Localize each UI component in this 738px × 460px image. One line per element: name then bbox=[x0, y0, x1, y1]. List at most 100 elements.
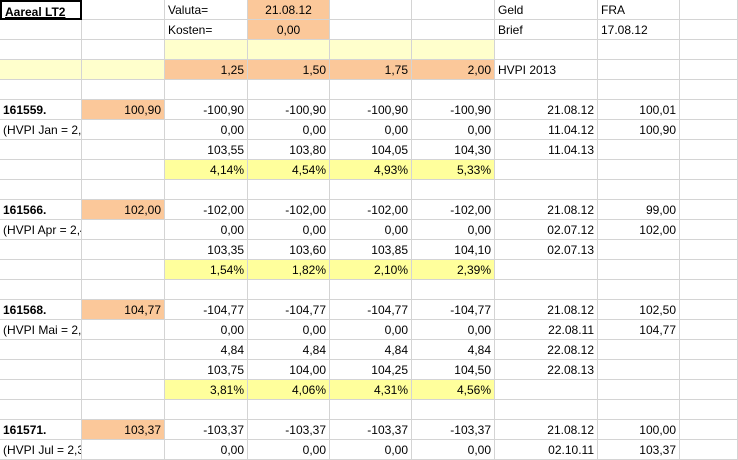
empty-cell[interactable] bbox=[248, 180, 330, 200]
empty-cell[interactable] bbox=[82, 240, 165, 260]
cell-r5-c7[interactable]: 100,01 bbox=[598, 100, 680, 120]
empty-cell[interactable] bbox=[598, 40, 680, 60]
empty-cell[interactable] bbox=[82, 20, 165, 40]
cell-r3-c4[interactable]: 1,75 bbox=[330, 60, 412, 80]
cell-r5-c1[interactable]: 100,90 bbox=[82, 100, 165, 120]
empty-cell[interactable] bbox=[680, 200, 738, 220]
empty-cell[interactable] bbox=[82, 40, 165, 60]
cell-r16-c4[interactable]: 0,00 bbox=[330, 320, 412, 340]
cell-r18-c3[interactable]: 104,00 bbox=[248, 360, 330, 380]
cell-r5-c4[interactable]: -100,90 bbox=[330, 100, 412, 120]
cell-r15-c1[interactable]: 104,77 bbox=[82, 300, 165, 320]
cell-r16-c6[interactable]: 22.08.11 bbox=[495, 320, 598, 340]
empty-cell[interactable] bbox=[680, 140, 738, 160]
cell-r22-c5[interactable]: 0,00 bbox=[412, 440, 495, 460]
empty-cell[interactable] bbox=[412, 400, 495, 420]
empty-cell[interactable] bbox=[82, 360, 165, 380]
empty-cell[interactable] bbox=[165, 80, 248, 100]
cell-r15-c3[interactable]: -104,77 bbox=[248, 300, 330, 320]
cell-r21-c6[interactable]: 21.08.12 bbox=[495, 420, 598, 440]
empty-cell[interactable] bbox=[680, 400, 738, 420]
empty-cell[interactable] bbox=[495, 260, 598, 280]
empty-cell[interactable] bbox=[598, 240, 680, 260]
empty-cell[interactable] bbox=[330, 280, 412, 300]
empty-cell[interactable] bbox=[0, 160, 82, 180]
cell-r7-c5[interactable]: 104,30 bbox=[412, 140, 495, 160]
cell-r0-c6[interactable]: Geld bbox=[495, 0, 598, 20]
cell-r21-c5[interactable]: -103,37 bbox=[412, 420, 495, 440]
empty-cell[interactable] bbox=[598, 80, 680, 100]
empty-cell[interactable] bbox=[680, 420, 738, 440]
empty-cell[interactable] bbox=[680, 100, 738, 120]
empty-cell[interactable] bbox=[82, 320, 165, 340]
empty-cell[interactable] bbox=[680, 80, 738, 100]
cell-r7-c3[interactable]: 103,80 bbox=[248, 140, 330, 160]
cell-r6-c6[interactable]: 11.04.12 bbox=[495, 120, 598, 140]
empty-cell[interactable] bbox=[680, 300, 738, 320]
cell-r10-c6[interactable]: 21.08.12 bbox=[495, 200, 598, 220]
empty-cell[interactable] bbox=[248, 80, 330, 100]
empty-cell[interactable] bbox=[598, 340, 680, 360]
cell-r7-c2[interactable]: 103,55 bbox=[165, 140, 248, 160]
empty-cell[interactable] bbox=[330, 0, 412, 20]
cell-r21-c1[interactable]: 103,37 bbox=[82, 420, 165, 440]
empty-cell[interactable] bbox=[248, 280, 330, 300]
cell-r15-c4[interactable]: -104,77 bbox=[330, 300, 412, 320]
cell-r10-c4[interactable]: -102,00 bbox=[330, 200, 412, 220]
empty-cell[interactable] bbox=[82, 160, 165, 180]
empty-cell[interactable] bbox=[680, 220, 738, 240]
empty-cell[interactable] bbox=[495, 280, 598, 300]
cell-r21-c0[interactable]: 161571. bbox=[0, 420, 82, 440]
cell-r10-c0[interactable]: 161566. bbox=[0, 200, 82, 220]
empty-cell[interactable] bbox=[412, 20, 495, 40]
cell-r18-c4[interactable]: 104,25 bbox=[330, 360, 412, 380]
empty-cell[interactable] bbox=[598, 260, 680, 280]
cell-r11-c2[interactable]: 0,00 bbox=[165, 220, 248, 240]
cell-r5-c0[interactable]: 161559. bbox=[0, 100, 82, 120]
empty-cell[interactable] bbox=[82, 440, 165, 460]
cell-r19-c2[interactable]: 3,81% bbox=[165, 380, 248, 400]
empty-cell[interactable] bbox=[680, 280, 738, 300]
cell-r17-c3[interactable]: 4,84 bbox=[248, 340, 330, 360]
cell-r11-c7[interactable]: 102,00 bbox=[598, 220, 680, 240]
cell-r0-c0[interactable]: Aareal LT2 bbox=[0, 0, 82, 20]
cell-r5-c6[interactable]: 21.08.12 bbox=[495, 100, 598, 120]
empty-cell[interactable] bbox=[495, 380, 598, 400]
cell-r22-c6[interactable]: 02.10.11 bbox=[495, 440, 598, 460]
empty-cell[interactable] bbox=[0, 340, 82, 360]
empty-cell[interactable] bbox=[680, 120, 738, 140]
cell-r1-c2[interactable]: Kosten= bbox=[165, 20, 248, 40]
cell-r7-c4[interactable]: 104,05 bbox=[330, 140, 412, 160]
cell-r15-c6[interactable]: 21.08.12 bbox=[495, 300, 598, 320]
cell-r22-c0[interactable]: (HVPI Jul = 2,34) bbox=[0, 440, 82, 460]
cell-r16-c3[interactable]: 0,00 bbox=[248, 320, 330, 340]
cell-r22-c7[interactable]: 103,37 bbox=[598, 440, 680, 460]
empty-cell[interactable] bbox=[82, 400, 165, 420]
empty-cell[interactable] bbox=[680, 380, 738, 400]
empty-cell[interactable] bbox=[495, 180, 598, 200]
empty-cell[interactable] bbox=[0, 380, 82, 400]
cell-r13-c3[interactable]: 1,82% bbox=[248, 260, 330, 280]
cell-r6-c2[interactable]: 0,00 bbox=[165, 120, 248, 140]
empty-cell[interactable] bbox=[680, 60, 738, 80]
empty-cell[interactable] bbox=[248, 400, 330, 420]
cell-r17-c4[interactable]: 4,84 bbox=[330, 340, 412, 360]
cell-r0-c7[interactable]: FRA bbox=[598, 0, 680, 20]
empty-cell[interactable] bbox=[82, 380, 165, 400]
cell-r22-c4[interactable]: 0,00 bbox=[330, 440, 412, 460]
empty-cell[interactable] bbox=[598, 360, 680, 380]
cell-r10-c1[interactable]: 102,00 bbox=[82, 200, 165, 220]
empty-cell[interactable] bbox=[330, 20, 412, 40]
empty-cell[interactable] bbox=[330, 180, 412, 200]
empty-cell[interactable] bbox=[165, 280, 248, 300]
empty-cell[interactable] bbox=[82, 220, 165, 240]
cell-r10-c7[interactable]: 99,00 bbox=[598, 200, 680, 220]
cell-r0-c3[interactable]: 21.08.12 bbox=[248, 0, 330, 20]
empty-cell[interactable] bbox=[680, 440, 738, 460]
cell-r6-c3[interactable]: 0,00 bbox=[248, 120, 330, 140]
cell-r19-c5[interactable]: 4,56% bbox=[412, 380, 495, 400]
cell-r8-c2[interactable]: 4,14% bbox=[165, 160, 248, 180]
cell-r17-c6[interactable]: 22.08.12 bbox=[495, 340, 598, 360]
cell-r12-c4[interactable]: 103,85 bbox=[330, 240, 412, 260]
empty-cell[interactable] bbox=[82, 120, 165, 140]
